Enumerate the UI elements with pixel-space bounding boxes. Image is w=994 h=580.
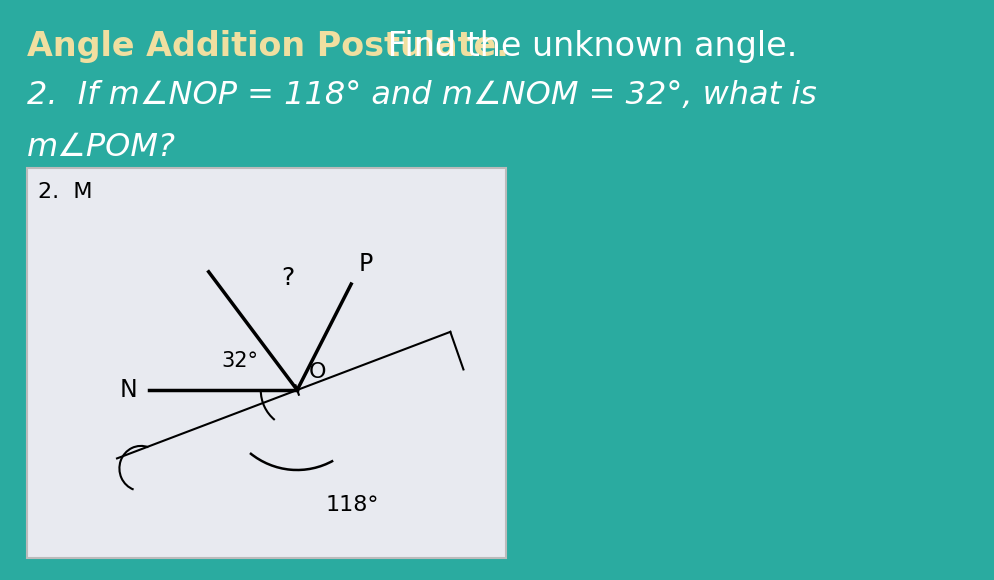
Text: N: N [119,378,137,402]
Text: 2.  M: 2. M [39,182,92,202]
Text: 118°: 118° [326,495,380,515]
Text: m∠POM?: m∠POM? [27,132,176,163]
Text: 2.  If m∠NOP = 118° and m∠NOM = 32°, what is: 2. If m∠NOP = 118° and m∠NOM = 32°, what… [27,80,817,111]
Text: O: O [309,362,326,382]
Text: 32°: 32° [222,351,258,371]
Bar [27,168,506,558]
Text: Angle Addition Postulate.: Angle Addition Postulate. [27,30,509,63]
Text: Find the unknown angle.: Find the unknown angle. [377,30,797,63]
Text: P: P [359,252,373,276]
Text: ?: ? [281,266,294,291]
